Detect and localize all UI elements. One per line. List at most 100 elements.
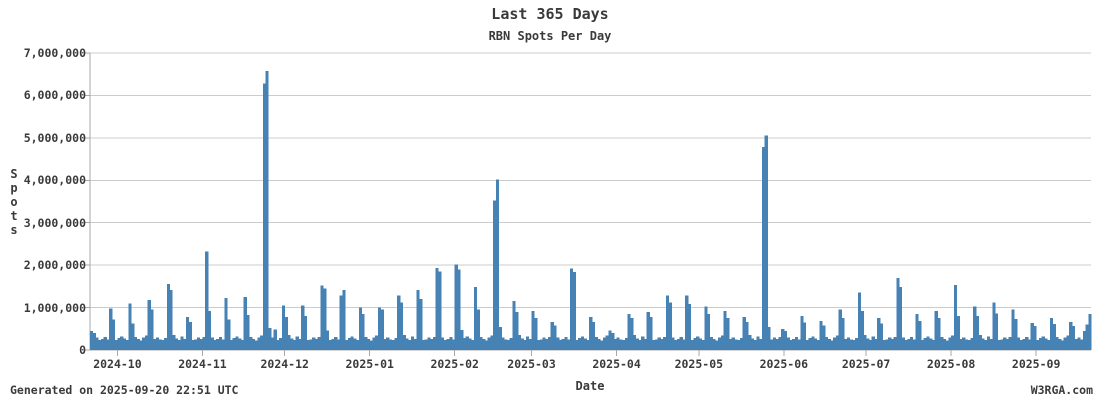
bar <box>347 338 351 350</box>
bar <box>369 340 373 350</box>
bar <box>386 337 390 350</box>
bar <box>473 287 478 350</box>
bar <box>196 337 201 350</box>
bar <box>312 337 316 350</box>
bar <box>142 337 146 350</box>
bar <box>388 339 393 350</box>
bar <box>158 339 162 350</box>
bar <box>984 339 988 350</box>
bar <box>696 336 700 350</box>
y-tick-label: 6,000,000 <box>23 88 86 103</box>
bar <box>986 336 990 350</box>
bar <box>380 309 384 350</box>
bar <box>624 338 628 350</box>
bar <box>372 337 376 350</box>
bar <box>1033 326 1037 350</box>
site-name: W3RGA.com <box>1030 383 1093 397</box>
y-tick-label: 4,000,000 <box>23 173 86 188</box>
bar <box>652 340 656 350</box>
bar <box>967 340 971 350</box>
bar <box>528 338 532 350</box>
bar <box>144 335 149 350</box>
bar <box>937 318 941 350</box>
bar <box>164 338 168 350</box>
bar <box>1016 337 1021 350</box>
bar <box>468 338 472 350</box>
bar <box>394 338 398 350</box>
bar <box>358 307 362 350</box>
bar <box>147 299 151 350</box>
bar <box>981 338 985 350</box>
axes-group <box>85 52 1091 356</box>
bar <box>663 336 667 350</box>
bar <box>882 340 886 350</box>
bar <box>665 295 670 350</box>
bar <box>819 321 823 350</box>
bar <box>290 338 294 350</box>
x-tick-label: 2025-08 <box>926 357 976 371</box>
bar <box>339 295 343 350</box>
bar <box>512 301 516 350</box>
bar <box>413 338 417 350</box>
bar <box>934 310 938 350</box>
bar <box>589 316 593 350</box>
bar <box>232 338 236 350</box>
bar <box>775 338 779 350</box>
bar <box>136 338 140 350</box>
bar <box>1022 338 1026 350</box>
bar <box>1008 336 1012 350</box>
bar <box>161 340 165 350</box>
bar <box>956 316 960 350</box>
bar <box>918 321 922 350</box>
bar <box>1030 322 1034 350</box>
bar <box>125 340 129 350</box>
bar <box>808 338 812 350</box>
bar <box>926 336 930 350</box>
bar <box>484 340 489 350</box>
bar <box>1038 338 1043 350</box>
bar <box>449 336 453 350</box>
bar <box>605 335 609 350</box>
bar <box>397 295 401 350</box>
bar <box>366 338 371 350</box>
x-tick-label: 2025-09 <box>1011 357 1061 371</box>
bar <box>912 339 916 350</box>
bar <box>929 338 933 350</box>
bar <box>989 338 993 350</box>
bar <box>767 327 771 350</box>
bar <box>641 336 645 350</box>
bar <box>789 340 793 350</box>
bar <box>515 311 519 350</box>
bar <box>992 302 996 350</box>
bar <box>1060 340 1065 350</box>
bar <box>1082 330 1086 350</box>
bar <box>364 336 368 350</box>
bar <box>487 337 491 350</box>
bar <box>495 179 500 350</box>
bar <box>501 337 505 350</box>
bar <box>306 340 310 350</box>
bar <box>572 271 576 350</box>
bar <box>586 340 590 350</box>
bar <box>619 339 623 350</box>
bar <box>114 339 118 350</box>
bar <box>421 340 426 350</box>
bar <box>98 340 102 350</box>
bar <box>227 319 231 350</box>
bar <box>345 339 349 350</box>
bar <box>781 328 785 350</box>
bar <box>803 322 807 350</box>
y-axis-label-letter: o <box>10 195 18 209</box>
y-tick-label: 3,000,000 <box>23 215 86 230</box>
bar <box>797 339 801 350</box>
bar <box>657 337 661 350</box>
bar <box>391 340 395 350</box>
bar <box>731 337 735 350</box>
bar <box>822 325 826 350</box>
bar <box>899 287 903 350</box>
bar <box>1011 309 1015 350</box>
bar <box>109 308 113 350</box>
y-axis-label-letter: s <box>10 223 18 237</box>
